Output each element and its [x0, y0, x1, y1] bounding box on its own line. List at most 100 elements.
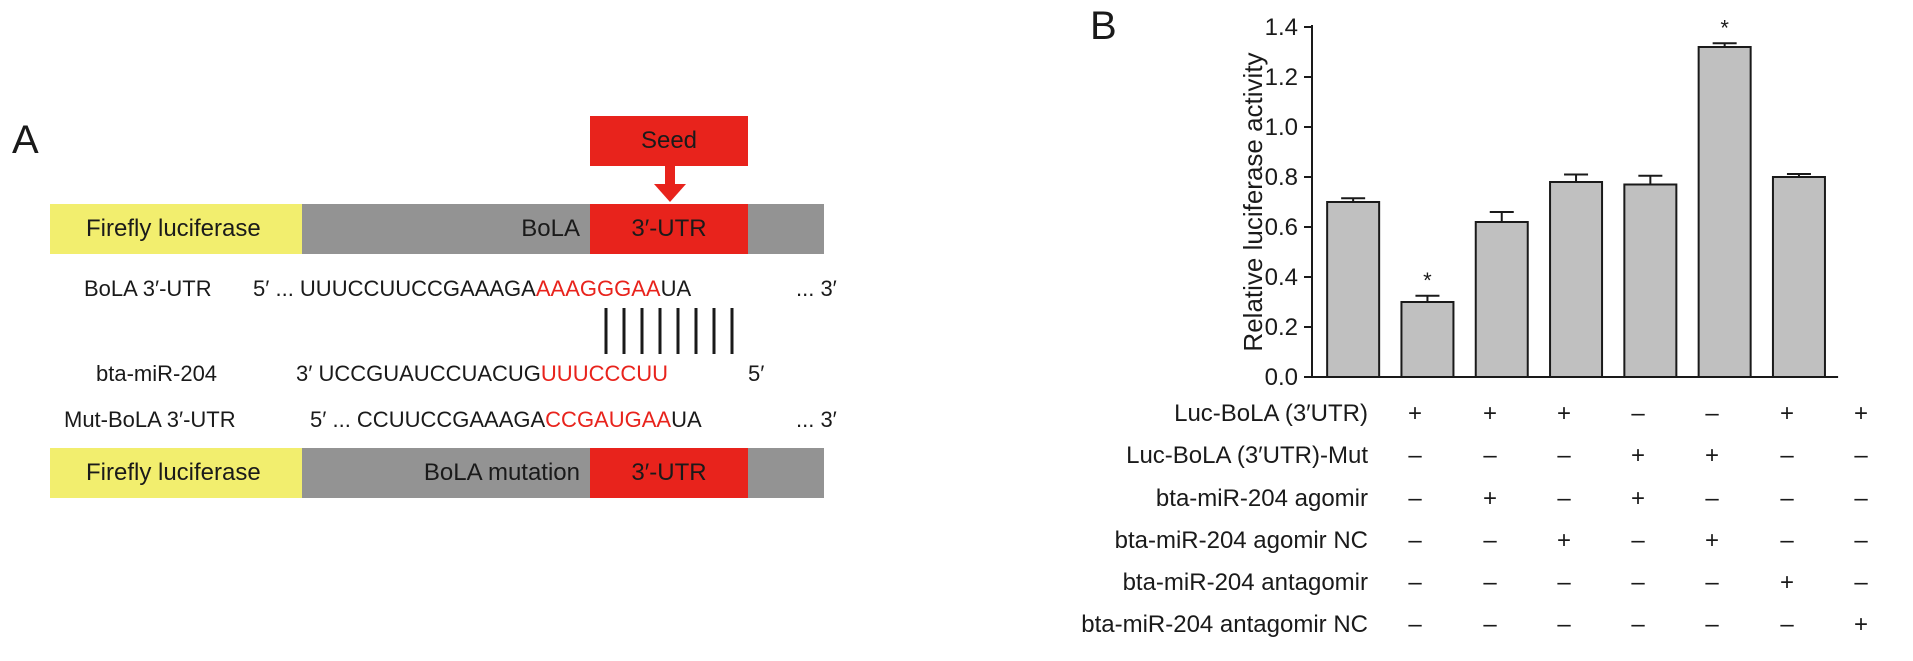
- condition-sign: +: [1556, 527, 1571, 554]
- significance-marker: *: [1720, 15, 1729, 40]
- condition-sign: –: [1557, 569, 1571, 596]
- y-tick-label: 1.2: [1265, 64, 1298, 91]
- y-tick-label: 0.6: [1265, 214, 1298, 241]
- mut-sequence-label: Mut-BoLA 3′-UTR: [64, 407, 236, 432]
- bar: [1474, 221, 1529, 378]
- y-tick-label: 0.8: [1265, 164, 1298, 191]
- condition-sign: +: [1853, 400, 1868, 427]
- mut-tail-segment: [748, 448, 824, 498]
- luciferase-segment: Firefly luciferase: [50, 204, 302, 254]
- bar: [1623, 183, 1678, 378]
- condition-sign: –: [1780, 611, 1794, 638]
- seed-label: Seed: [590, 116, 748, 166]
- condition-sign: –: [1705, 400, 1719, 427]
- condition-sign: –: [1631, 611, 1645, 638]
- condition-sign: –: [1483, 527, 1497, 554]
- bola-seq-end: ... 3′: [796, 276, 837, 301]
- mut-gene-segment: BoLA mutation: [302, 448, 590, 498]
- condition-label: Luc-BoLA (3′UTR)-Mut: [1126, 442, 1368, 469]
- mut-seq-seed: CCGAUGAA: [545, 407, 672, 432]
- bola-seq-seed: AAAGGGAA: [535, 276, 661, 301]
- y-tick-label: 0.0: [1265, 364, 1298, 391]
- y-tick-label: 1.4: [1265, 14, 1298, 41]
- condition-sign: –: [1483, 569, 1497, 596]
- mut-utr-label: 3′-UTR: [631, 459, 707, 486]
- condition-sign: –: [1483, 442, 1497, 469]
- condition-sign: –: [1408, 527, 1422, 554]
- mir-sequence-label: bta-miR-204: [96, 361, 218, 386]
- significance-marker: *: [1423, 268, 1432, 293]
- bar: [1697, 46, 1752, 378]
- gene-segment: BoLA: [302, 204, 590, 254]
- condition-sign: +: [1556, 400, 1571, 427]
- condition-sign: +: [1853, 611, 1868, 638]
- mir-sequence: 3′ UCCGUAUCCUACUGUUUCCCUU: [296, 361, 668, 387]
- bola-seq-suffix: UA: [660, 276, 692, 301]
- bar: [1549, 181, 1604, 378]
- mut-utr-segment: 3′-UTR: [590, 448, 748, 498]
- condition-sign: –: [1631, 569, 1645, 596]
- condition-sign: –: [1705, 611, 1719, 638]
- condition-sign: –: [1780, 442, 1794, 469]
- y-axis-label: Relative luciferase activity: [1240, 52, 1268, 351]
- y-tick-label: 1.0: [1265, 114, 1298, 141]
- condition-sign: –: [1631, 527, 1645, 554]
- condition-sign: +: [1779, 400, 1794, 427]
- condition-sign: +: [1630, 442, 1645, 469]
- condition-sign: –: [1408, 611, 1422, 638]
- condition-sign: –: [1483, 611, 1497, 638]
- condition-label: bta-miR-204 antagomir: [1122, 569, 1368, 596]
- condition-sign: –: [1705, 569, 1719, 596]
- mut-sequence: 5′ ... CCUUCCGAAAGACCGAUGAAUA: [310, 407, 702, 433]
- condition-sign: –: [1557, 442, 1571, 469]
- gene-label: BoLA: [521, 215, 580, 242]
- mut-luciferase-segment: Firefly luciferase: [50, 448, 302, 498]
- tail-segment: [748, 204, 824, 254]
- bar: [1400, 301, 1455, 378]
- mut-seq-suffix: UA: [671, 407, 702, 432]
- condition-label: bta-miR-204 agomir: [1155, 485, 1368, 512]
- condition-sign: –: [1854, 442, 1868, 469]
- condition-sign: –: [1854, 569, 1868, 596]
- luciferase-bar-chart: 0.0 0.2 0.4 0.6 0.8 1.0 1.2 1.4 Relative lucifer…: [1240, 14, 1839, 391]
- mir-seq-seed: UUUCCCUU: [540, 361, 669, 386]
- panel-a-letter: A: [12, 118, 39, 162]
- condition-sign: –: [1780, 527, 1794, 554]
- condition-sign: +: [1407, 400, 1422, 427]
- utr-segment: 3′-UTR: [590, 204, 748, 254]
- condition-sign: +: [1482, 400, 1497, 427]
- bola-sequence-label: BoLA 3′-UTR: [84, 276, 212, 301]
- y-tick-label: 0.4: [1265, 264, 1298, 291]
- mir-seq-end: 5′: [748, 361, 765, 386]
- condition-sign: +: [1482, 485, 1497, 512]
- condition-sign: –: [1408, 569, 1422, 596]
- condition-sign: +: [1704, 442, 1719, 469]
- condition-sign: –: [1408, 485, 1422, 512]
- mut-seq-prefix: 5′ ... CCUUCCGAAAGA: [310, 407, 546, 432]
- y-tick-label: 0.2: [1265, 314, 1298, 341]
- mut-gene-label: BoLA mutation: [423, 459, 580, 486]
- condition-sign: –: [1854, 485, 1868, 512]
- condition-sign: +: [1779, 569, 1794, 596]
- mut-luciferase-label: Firefly luciferase: [86, 459, 261, 486]
- condition-sign: –: [1780, 485, 1794, 512]
- base-pairing-lines: [604, 308, 734, 354]
- bar: [1771, 176, 1826, 378]
- condition-sign: –: [1408, 442, 1422, 469]
- condition-sign: –: [1557, 485, 1571, 512]
- condition-label: bta-miR-204 antagomir NC: [1081, 611, 1368, 638]
- bola-sequence: 5′ ... UUUCCUUCCGAAAGAAAAGGGAAUA: [253, 276, 691, 302]
- utr-label: 3′-UTR: [631, 215, 707, 242]
- mir-seq-prefix: 3′ UCCGUAUCCUACUG: [296, 361, 541, 386]
- mut-seq-end: ... 3′: [796, 407, 837, 432]
- condition-sign: –: [1854, 527, 1868, 554]
- condition-sign: –: [1557, 611, 1571, 638]
- bar: [1326, 201, 1381, 378]
- condition-sign: –: [1705, 485, 1719, 512]
- condition-sign: +: [1630, 485, 1645, 512]
- condition-sign: –: [1631, 400, 1645, 427]
- seed-arrow: [654, 164, 686, 202]
- condition-sign: +: [1704, 527, 1719, 554]
- luciferase-label: Firefly luciferase: [86, 215, 261, 242]
- panel-b-letter: B: [1090, 4, 1117, 48]
